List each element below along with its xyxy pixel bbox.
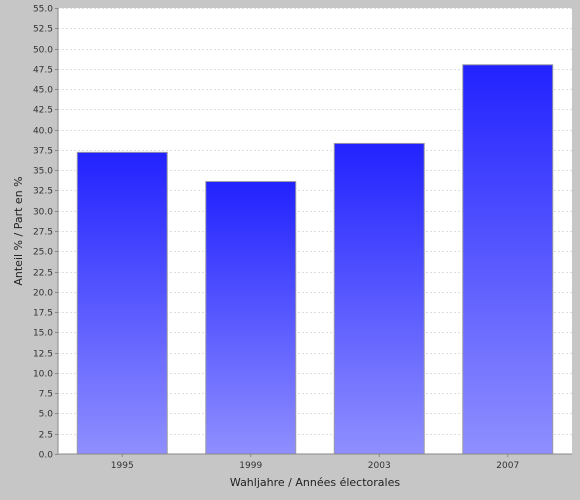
y-tick-label: 50.0	[33, 46, 53, 56]
y-tick-label: 42.5	[33, 106, 53, 116]
y-tick-label: 2.5	[39, 431, 53, 441]
y-tick-label: 32.5	[33, 187, 53, 197]
y-tick-label: 10.0	[33, 370, 53, 380]
bar-2007	[462, 64, 554, 455]
y-tick-label: 30.0	[33, 208, 53, 218]
y-tick-label: 22.5	[33, 269, 53, 279]
y-axis-title: Anteil % / Part en %	[12, 176, 25, 285]
bars	[76, 64, 554, 455]
y-tick-label: 15.0	[33, 329, 53, 339]
bar-2003	[333, 142, 425, 455]
y-tick-label: 27.5	[33, 228, 53, 238]
x-tick-labels: 1995 1999 2003 2007	[111, 454, 519, 471]
bar-1995	[76, 151, 168, 455]
y-tick-label: 5.0	[39, 410, 54, 420]
y-tick-label: 12.5	[33, 350, 53, 360]
y-tick-labels: 0.0 2.5 5.0 7.5 10.0 12.5 15.0 17.5 20.0 22.5 25.0…	[33, 5, 58, 461]
y-tick-label: 40.0	[33, 127, 53, 137]
y-tick-label: 7.5	[39, 390, 53, 400]
y-tick-label: 52.5	[33, 25, 53, 35]
y-tick-label: 45.0	[33, 86, 53, 96]
x-tick-label: 2003	[368, 461, 391, 471]
y-tick-label: 47.5	[33, 66, 53, 76]
x-axis-title: Wahljahre / Années électorales	[230, 476, 400, 489]
y-tick-label: 55.0	[33, 5, 53, 15]
bar-1999	[205, 181, 297, 455]
x-tick-label: 1995	[111, 461, 134, 471]
x-tick-label: 1999	[239, 461, 262, 471]
y-tick-label: 37.5	[33, 147, 53, 157]
y-tick-label: 0.0	[39, 451, 54, 461]
y-tick-label: 35.0	[33, 167, 53, 177]
y-tick-label: 17.5	[33, 309, 53, 319]
y-tick-label: 20.0	[33, 289, 53, 299]
x-tick-label: 2007	[496, 461, 519, 471]
y-tick-label: 25.0	[33, 248, 53, 258]
